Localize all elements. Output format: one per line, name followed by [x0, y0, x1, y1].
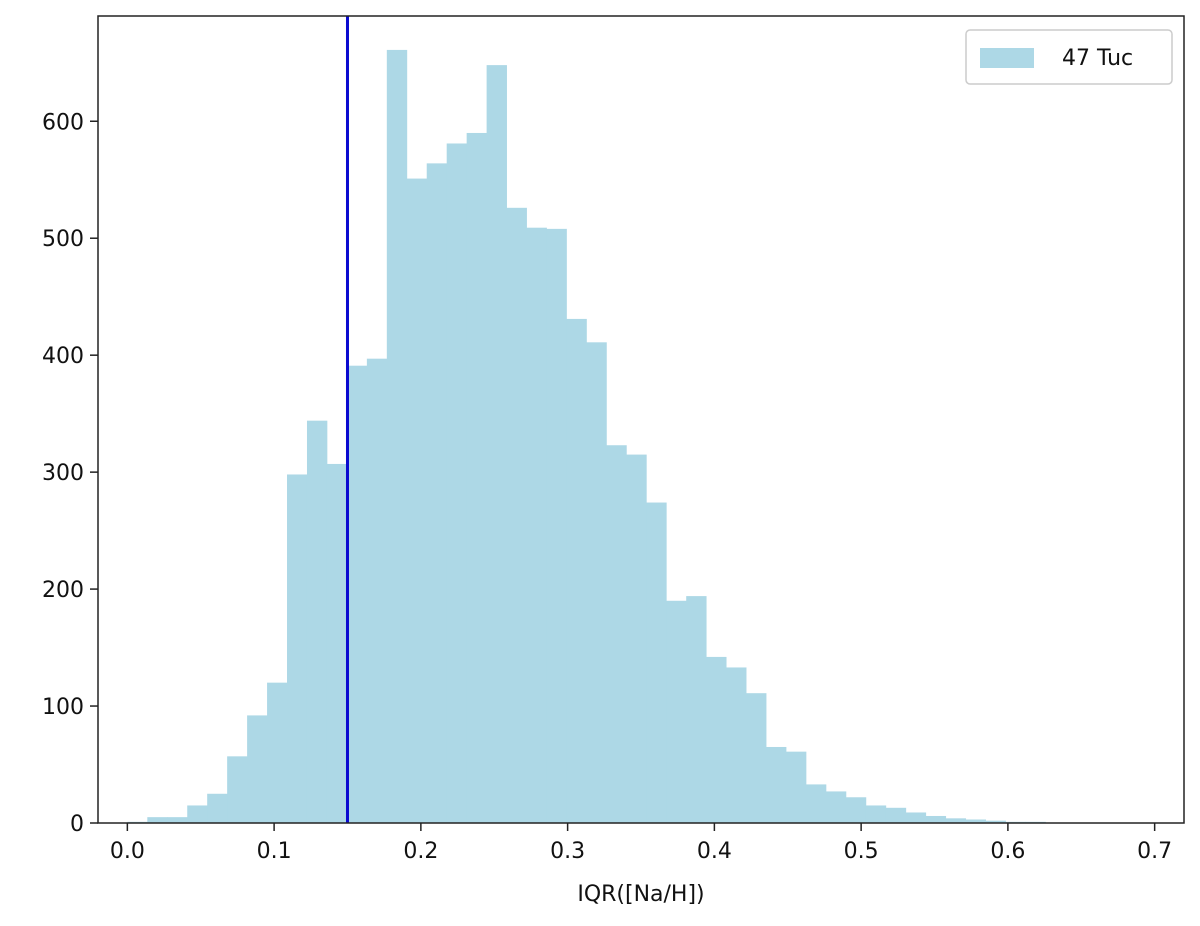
- histogram-bar: [187, 805, 208, 823]
- x-axis-ticks: 0.0 0.1 0.2 0.3 0.4 0.5 0.6 0.7: [110, 823, 1172, 864]
- histogram-bar: [965, 819, 986, 823]
- y-tick-label: 100: [42, 695, 84, 720]
- legend-box: [965, 29, 1173, 85]
- legend-swatch: [980, 48, 1034, 68]
- histogram-bar: [606, 445, 627, 823]
- histogram-bar: [626, 454, 647, 823]
- legend: 47 Tuc: [965, 29, 1173, 85]
- histogram-bar: [287, 474, 308, 823]
- histogram-bar: [686, 596, 707, 823]
- histogram-bar: [486, 65, 507, 823]
- histogram-bar: [746, 693, 767, 823]
- y-tick-label: 400: [42, 344, 84, 369]
- legend-label: 47 Tuc: [1062, 46, 1133, 71]
- histogram-bar: [167, 817, 188, 823]
- histogram-bars: [127, 49, 1046, 824]
- plot-frame: [97, 15, 1185, 824]
- x-tick-label: 0.5: [844, 839, 879, 864]
- histogram-bar: [845, 797, 867, 823]
- x-tick-label: 0.6: [990, 839, 1025, 864]
- histogram-bar: [147, 817, 168, 823]
- y-tick-label: 500: [42, 227, 84, 252]
- histogram-bar: [386, 49, 408, 823]
- histogram-bar: [546, 228, 567, 824]
- histogram-bar: [526, 227, 547, 824]
- x-tick-label: 0.2: [403, 839, 438, 864]
- histogram-bar: [726, 667, 747, 823]
- histogram-bar: [566, 318, 587, 823]
- histogram-bar: [885, 807, 907, 823]
- x-axis-label: IQR([Na/H]): [577, 882, 704, 907]
- y-tick-label: 300: [42, 461, 84, 486]
- histogram-bar: [207, 793, 228, 823]
- histogram-bar: [406, 178, 428, 823]
- histogram-bar: [985, 820, 1006, 823]
- y-tick-label: 600: [42, 110, 84, 135]
- histogram-bar: [586, 342, 607, 823]
- histogram-bar: [267, 682, 288, 823]
- histogram-bar: [326, 463, 348, 823]
- histogram-bar: [706, 656, 727, 823]
- histogram-bar: [766, 746, 787, 823]
- x-tick-label: 0.7: [1137, 839, 1172, 864]
- x-tick-label: 0.0: [110, 839, 145, 864]
- histogram-bar: [446, 143, 468, 823]
- histogram-bar: [865, 805, 887, 823]
- histogram-bar: [426, 163, 448, 823]
- y-axis-ticks: 0 100 200 300 400 500 600: [42, 110, 98, 837]
- x-tick-label: 0.1: [257, 839, 292, 864]
- histogram-bar: [646, 502, 667, 823]
- histogram-bar: [227, 756, 248, 823]
- histogram-bar: [905, 812, 927, 823]
- histogram-bar: [805, 784, 827, 823]
- histogram-bar: [825, 791, 847, 823]
- histogram-bar: [785, 751, 807, 823]
- histogram-bar: [506, 207, 527, 823]
- y-tick-label: 200: [42, 578, 84, 603]
- histogram-bar: [925, 815, 947, 823]
- histogram-bar: [945, 818, 967, 823]
- histogram-bar: [666, 600, 687, 823]
- x-tick-label: 0.4: [697, 839, 732, 864]
- histogram-bar: [247, 715, 268, 823]
- histogram-bar: [466, 132, 488, 823]
- y-tick-label: 0: [70, 812, 84, 837]
- x-tick-label: 0.3: [550, 839, 585, 864]
- histogram-bar: [346, 365, 368, 823]
- histogram-bar: [306, 420, 328, 823]
- histogram-bar: [366, 358, 388, 823]
